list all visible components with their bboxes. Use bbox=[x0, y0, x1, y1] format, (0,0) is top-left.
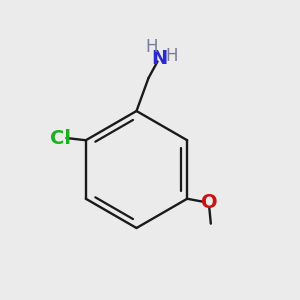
Text: N: N bbox=[151, 49, 167, 68]
Text: H: H bbox=[165, 47, 178, 65]
Text: Cl: Cl bbox=[50, 128, 71, 148]
Text: O: O bbox=[201, 193, 217, 212]
Text: H: H bbox=[145, 38, 158, 56]
